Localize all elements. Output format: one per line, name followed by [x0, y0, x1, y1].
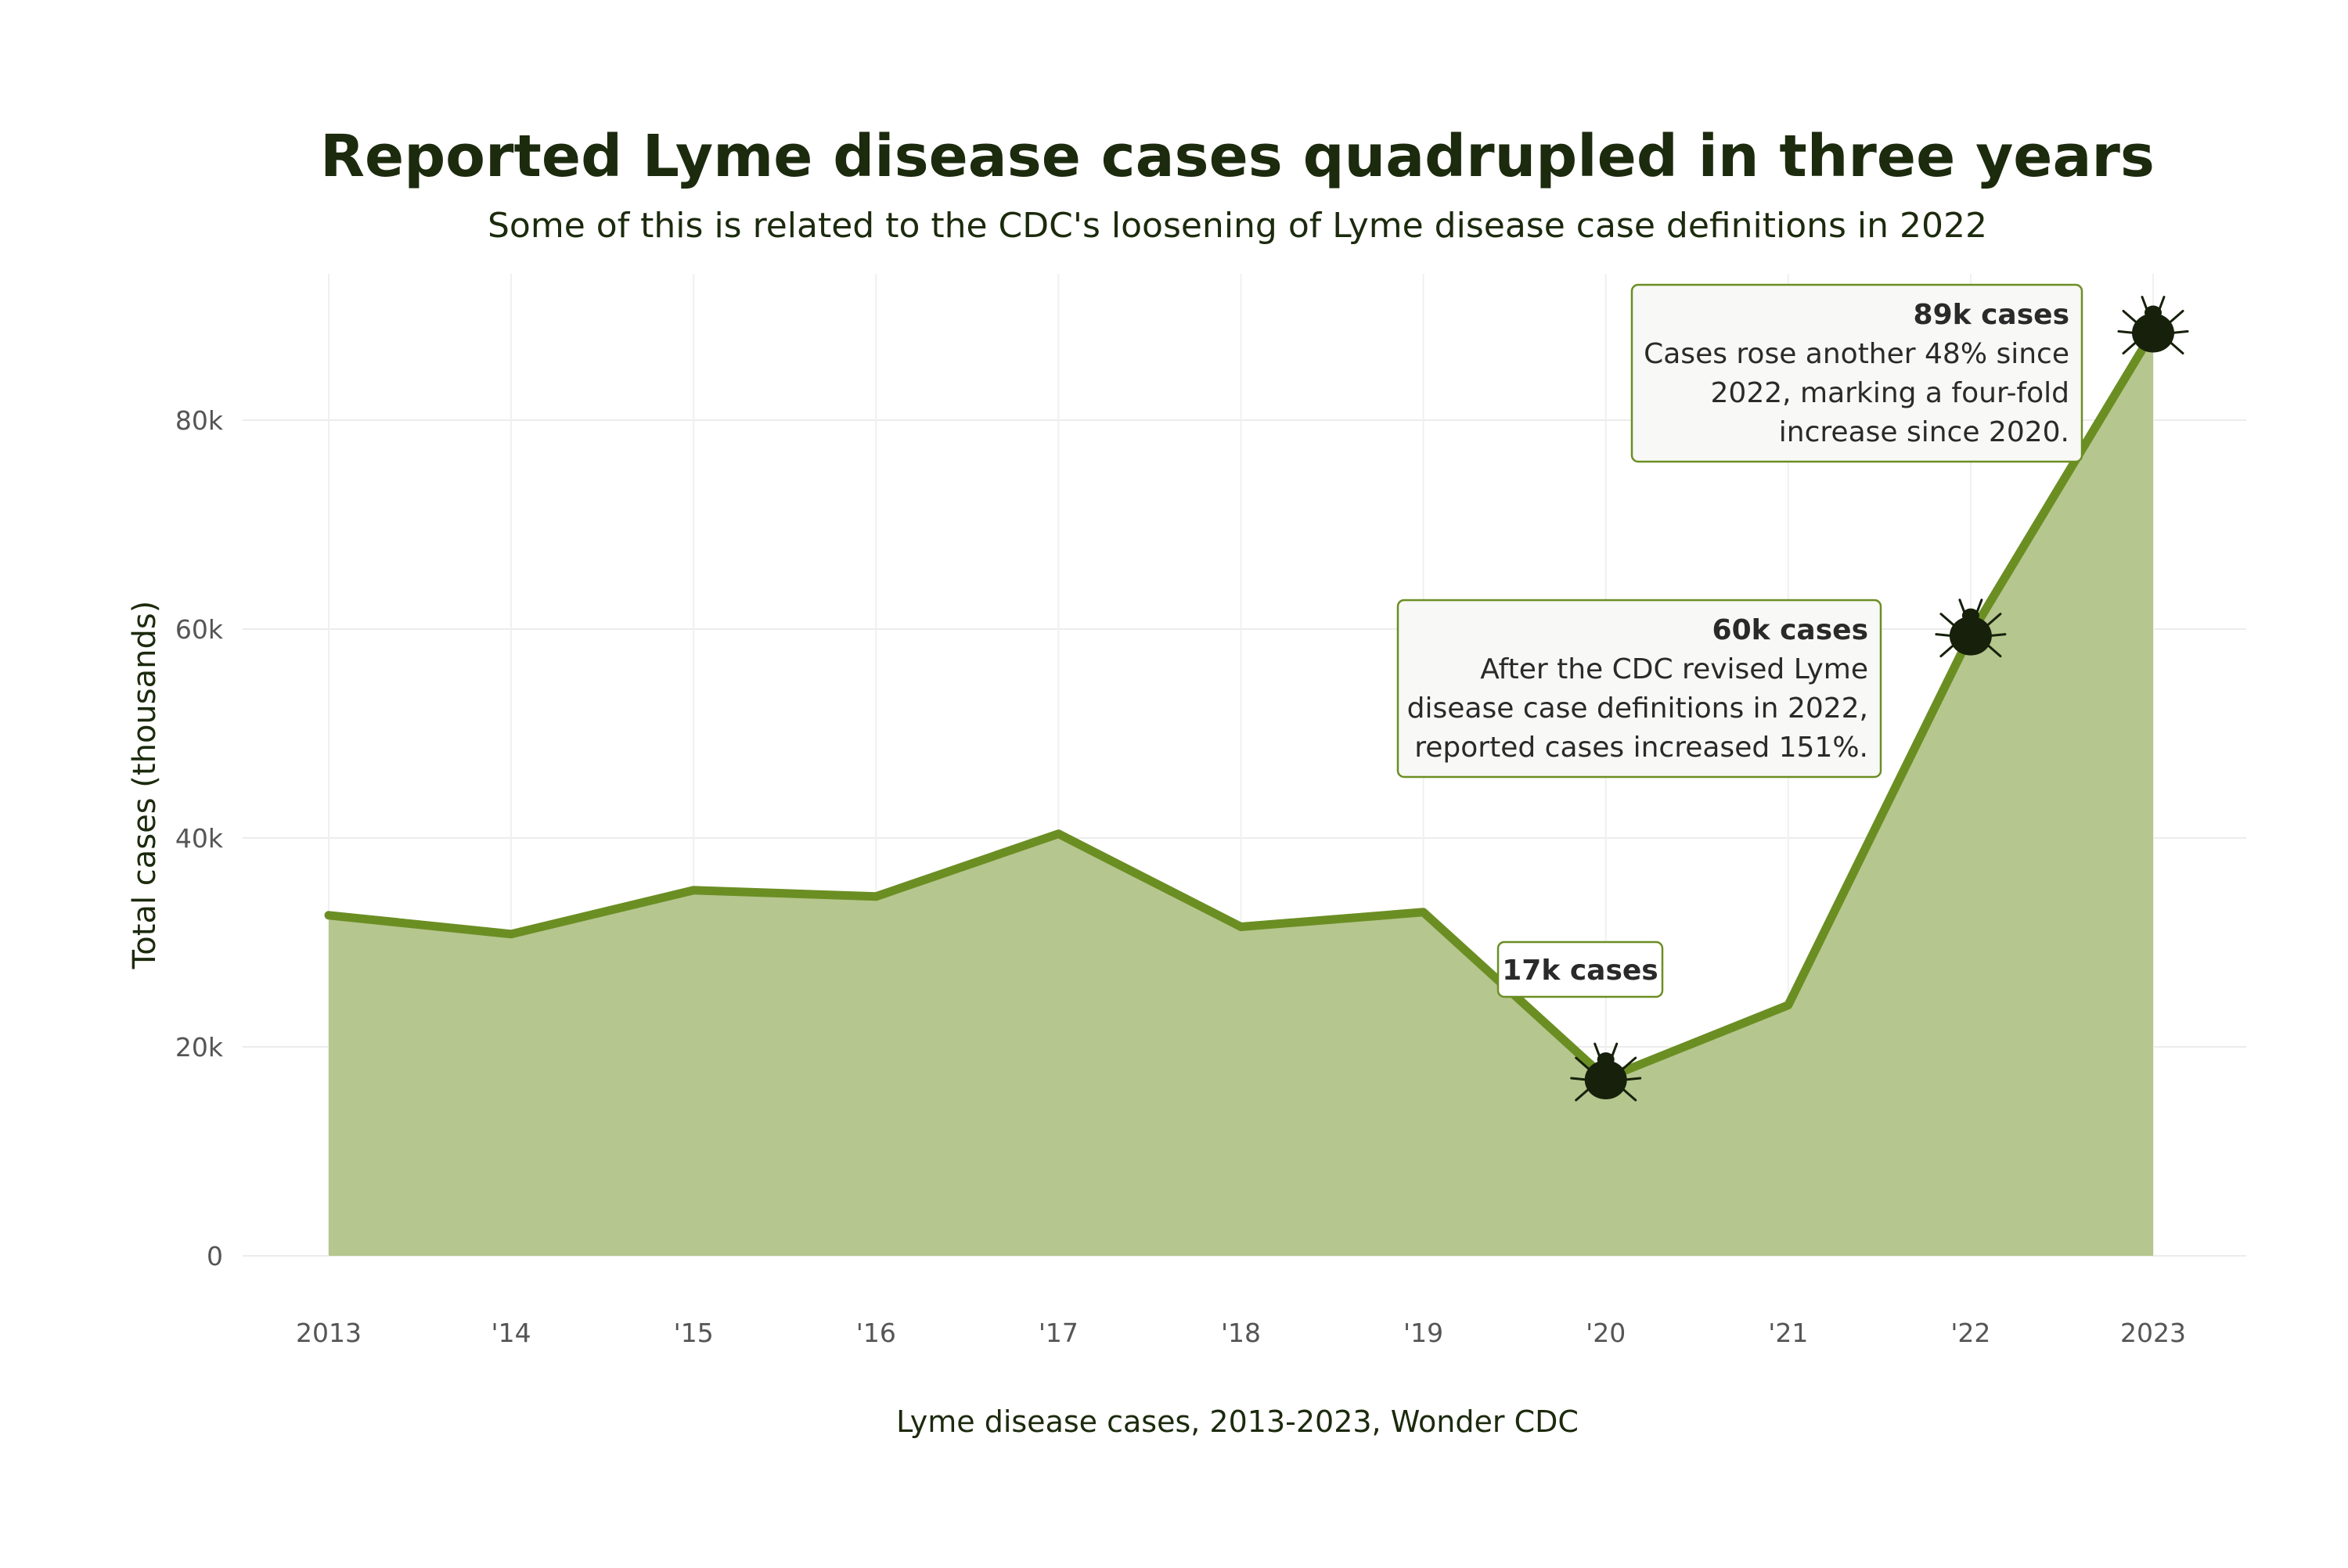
annotation-line: increase since 2020. — [1779, 416, 2069, 448]
annotation-line: After the CDC revised Lyme — [1480, 653, 1868, 685]
annotations: 17k cases 60k cases After the CDC revised … — [1396, 283, 2083, 998]
x-tick-label: '22 — [1950, 1318, 1990, 1348]
area-layer — [324, 327, 2158, 1256]
x-axis-caption: Lyme disease cases, 2013-2023, Wonder CD… — [896, 1404, 1579, 1439]
chart-subtitle: Some of this is related to the CDC's loo… — [488, 206, 1987, 246]
annotation-line: disease case definitions in 2022, — [1407, 692, 1868, 725]
x-tick-label: '21 — [1768, 1318, 1808, 1348]
x-tick-label: '20 — [1586, 1318, 1626, 1348]
y-tick-label: 0 — [207, 1241, 223, 1271]
series-line — [324, 327, 2158, 1083]
annotation-heading: 60k cases — [1712, 614, 1868, 646]
y-tick-label: 40k — [175, 823, 224, 854]
area-fill — [329, 331, 2153, 1256]
tick-icon — [2117, 296, 2189, 355]
x-tick-label: '19 — [1403, 1318, 1443, 1348]
x-tick-label: '17 — [1039, 1318, 1079, 1348]
annotation-2022: 60k cases After the CDC revised Lyme disea… — [1396, 599, 1882, 779]
y-tick-label: 20k — [175, 1032, 224, 1063]
annotation-heading: 17k cases — [1502, 955, 1658, 987]
y-tick-label: 60k — [175, 614, 224, 645]
tick-icon — [1935, 599, 2007, 658]
x-tick-label: '16 — [856, 1318, 896, 1348]
y-tick-label: 80k — [175, 405, 224, 436]
chart-title: Reported Lyme disease cases quadrupled i… — [320, 123, 2155, 190]
x-tick-label: 2013 — [296, 1318, 362, 1348]
annotation-line: Cases rose another 48% since — [1644, 338, 2069, 370]
x-tick-label: '15 — [674, 1318, 714, 1348]
tick-icon — [1570, 1042, 1642, 1102]
annotation-box — [1630, 283, 2083, 463]
annotation-line: reported cases increased 151%. — [1414, 732, 1868, 764]
annotation-heading: 89k cases — [1914, 299, 2069, 331]
annotation-box — [1496, 940, 1664, 998]
axis-ticks: 0 20k 40k 60k 80k 2013 '14 '15 '16 '17 '18 '19 '20 '2… — [175, 405, 2186, 1348]
annotation-2023: 89k cases Cases rose another 48% since 202… — [1630, 283, 2083, 463]
x-tick-label: 2023 — [2120, 1318, 2186, 1348]
markers — [1570, 296, 2189, 1102]
x-tick-label: '18 — [1221, 1318, 1261, 1348]
annotation-box — [1396, 599, 1882, 779]
annotation-2020: 17k cases — [1496, 940, 1664, 998]
annotation-line: 2022, marking a four-fold — [1711, 377, 2069, 409]
x-tick-label: '14 — [492, 1318, 531, 1348]
y-axis-title: Total cases (thousands) — [127, 601, 163, 970]
